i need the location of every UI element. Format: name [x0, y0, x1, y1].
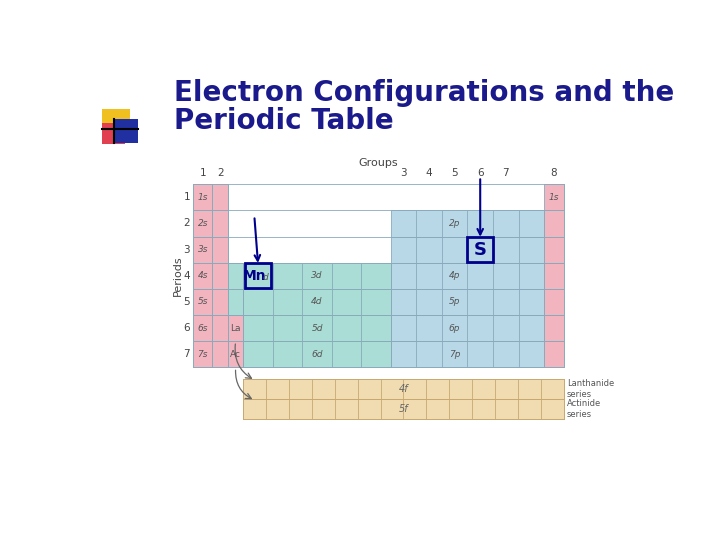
- Bar: [243, 315, 391, 341]
- Text: 1s: 1s: [549, 193, 559, 202]
- Text: 7: 7: [184, 349, 190, 359]
- Bar: [193, 184, 212, 211]
- Bar: [114, 119, 138, 143]
- Bar: [391, 237, 544, 262]
- Text: 4p: 4p: [449, 271, 460, 280]
- Text: 4: 4: [184, 271, 190, 281]
- Text: Electron Configurations and the: Electron Configurations and the: [174, 79, 674, 107]
- Text: Lanthanide
series: Lanthanide series: [567, 379, 614, 399]
- Bar: [391, 315, 544, 341]
- Bar: [228, 289, 243, 315]
- Text: La: La: [230, 323, 241, 333]
- Text: 3: 3: [184, 245, 190, 254]
- Bar: [243, 379, 564, 399]
- Text: 8: 8: [551, 168, 557, 178]
- Text: 4f: 4f: [399, 384, 408, 394]
- Bar: [243, 341, 391, 367]
- Bar: [212, 262, 228, 289]
- Bar: [193, 211, 212, 237]
- Bar: [212, 341, 228, 367]
- Bar: [391, 341, 544, 367]
- Bar: [544, 289, 564, 315]
- Bar: [467, 237, 493, 262]
- Bar: [228, 341, 243, 367]
- Text: 5f: 5f: [399, 404, 408, 414]
- Text: 3d: 3d: [311, 271, 323, 280]
- Bar: [102, 110, 130, 137]
- Bar: [193, 289, 212, 315]
- Text: 4: 4: [426, 168, 433, 178]
- Text: 7s: 7s: [197, 350, 208, 359]
- Text: 6: 6: [477, 168, 484, 178]
- Bar: [243, 262, 391, 289]
- Text: 1s: 1s: [197, 193, 208, 202]
- Text: 5: 5: [184, 297, 190, 307]
- Text: Actinide
series: Actinide series: [567, 399, 601, 418]
- Bar: [193, 262, 212, 289]
- Text: 7p: 7p: [449, 350, 460, 359]
- Bar: [544, 315, 564, 341]
- Text: 5s: 5s: [197, 298, 208, 307]
- Bar: [212, 237, 228, 262]
- Text: 2: 2: [217, 168, 223, 178]
- Text: 4s: 4s: [197, 271, 208, 280]
- Text: Periods: Periods: [173, 255, 183, 296]
- Text: 2: 2: [184, 218, 190, 228]
- Bar: [391, 211, 544, 237]
- Bar: [212, 315, 228, 341]
- Text: 1: 1: [199, 168, 206, 178]
- Bar: [544, 211, 564, 237]
- Bar: [243, 289, 391, 315]
- Text: 2p: 2p: [449, 219, 460, 228]
- Text: 2s: 2s: [197, 219, 208, 228]
- Text: S: S: [474, 241, 487, 259]
- Text: Periodic Table: Periodic Table: [174, 107, 393, 135]
- Bar: [212, 184, 228, 211]
- Text: 1: 1: [184, 192, 190, 202]
- Bar: [544, 262, 564, 289]
- Bar: [391, 262, 544, 289]
- Text: 6s: 6s: [197, 323, 208, 333]
- Bar: [102, 123, 125, 144]
- Text: 7: 7: [503, 168, 509, 178]
- Bar: [228, 315, 243, 341]
- Text: 6d: 6d: [311, 350, 323, 359]
- Bar: [245, 264, 271, 288]
- Bar: [193, 237, 212, 262]
- Bar: [193, 315, 212, 341]
- Text: d: d: [263, 273, 269, 282]
- Text: Ac: Ac: [230, 350, 241, 359]
- Bar: [544, 341, 564, 367]
- Bar: [212, 289, 228, 315]
- Bar: [212, 211, 228, 237]
- Text: 6: 6: [184, 323, 190, 333]
- Text: 6p: 6p: [449, 323, 460, 333]
- Text: 5d: 5d: [311, 323, 323, 333]
- Bar: [228, 262, 243, 289]
- Bar: [544, 184, 564, 211]
- Text: 5p: 5p: [449, 298, 460, 307]
- Bar: [544, 237, 564, 262]
- Text: 3: 3: [400, 168, 407, 178]
- Bar: [391, 289, 544, 315]
- Text: 5: 5: [451, 168, 458, 178]
- Text: 4d: 4d: [311, 298, 323, 307]
- Bar: [243, 399, 564, 419]
- Text: Mn: Mn: [243, 269, 266, 283]
- Bar: [193, 341, 212, 367]
- Text: 3s: 3s: [197, 245, 208, 254]
- Text: Groups: Groups: [359, 158, 398, 167]
